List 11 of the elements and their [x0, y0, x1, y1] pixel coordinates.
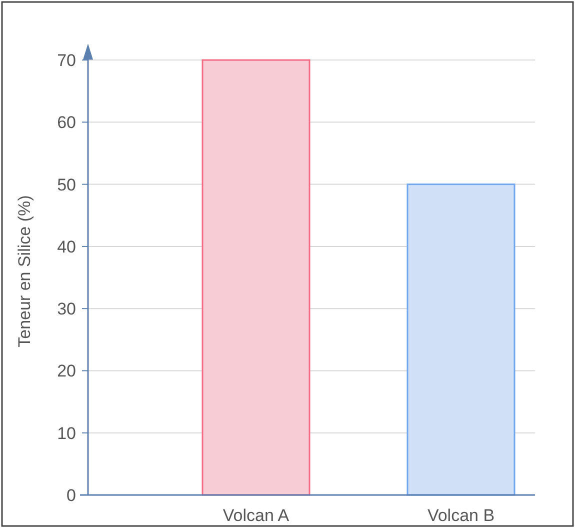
y-tick-label: 70 [57, 50, 76, 70]
y-tick-label: 10 [57, 424, 76, 443]
y-tick-label: 50 [57, 175, 76, 194]
y-tick-label: 30 [57, 300, 76, 319]
y-tick-label: 20 [57, 362, 76, 381]
y-tick-label: 60 [57, 113, 76, 132]
y-axis-title: Teneur en Silice (%) [15, 195, 34, 348]
y-tick-label: 40 [57, 237, 76, 256]
x-tick-label: Volcan B [427, 506, 495, 525]
x-tick-label: Volcan A [222, 506, 290, 525]
y-tick-label: 0 [66, 486, 76, 505]
